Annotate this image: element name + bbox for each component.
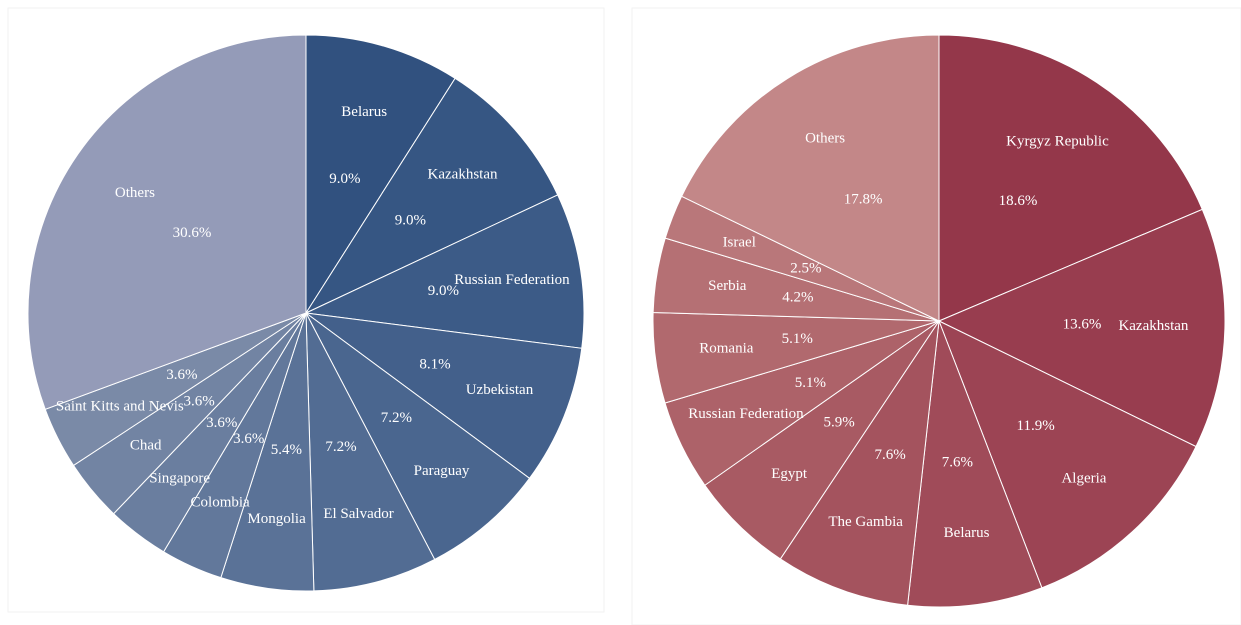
pie-slice	[779, 320, 940, 606]
slice-value-label: 5.1%	[782, 331, 813, 347]
slice-value-label: 5.4%	[271, 442, 302, 458]
slice-label: Chad	[130, 438, 162, 454]
slice-value-label: 7.2%	[325, 439, 356, 455]
slice-label: Algeria	[1061, 471, 1106, 487]
pie-slice	[304, 77, 559, 315]
slice-value-label: 7.2%	[381, 410, 412, 426]
slice-value-label: 30.6%	[173, 225, 212, 241]
slice-value-label: 3.6%	[183, 393, 214, 409]
slice-label: Kyrgyz Republic	[1006, 134, 1109, 150]
slice-label: Belarus	[341, 104, 387, 120]
slice-label: Kazakhstan	[1118, 318, 1188, 334]
slice-label: The Gambia	[828, 514, 903, 530]
pie-slice	[938, 34, 1203, 322]
slice-label: Romania	[699, 340, 753, 356]
pie-slice	[938, 319, 1197, 589]
slice-label: Belarus	[944, 525, 990, 541]
slice-value-label: 9.0%	[395, 213, 426, 229]
slice-label: Serbia	[708, 278, 747, 294]
slice-label: Russian Federation	[688, 406, 804, 422]
slice-label: Israel	[723, 234, 756, 250]
slice-label: Others	[805, 131, 845, 147]
slice-value-label: 9.0%	[428, 283, 459, 299]
slice-label: El Salvador	[323, 506, 393, 522]
pie-slice	[27, 34, 307, 410]
pie-slice	[680, 34, 940, 322]
pie-slice	[907, 320, 1043, 608]
pie-slice	[304, 312, 583, 480]
pie-slice	[305, 312, 531, 561]
slice-value-label: 11.9%	[1017, 418, 1055, 434]
slice-label: Mongolia	[247, 511, 306, 527]
slice-label: Singapore	[149, 470, 210, 486]
slice-value-label: 7.6%	[942, 454, 973, 470]
pie-slice	[305, 312, 436, 592]
slice-value-label: 17.8%	[844, 191, 883, 207]
slice-label: Uzbekistan	[466, 382, 534, 398]
slice-label: Egypt	[771, 466, 808, 482]
slice-value-label: 7.6%	[874, 447, 905, 463]
slice-value-label: 3.6%	[206, 415, 237, 431]
slice-value-label: 3.6%	[166, 367, 197, 383]
slice-value-label: 2.5%	[790, 260, 821, 276]
slice-label: Others	[115, 185, 155, 201]
slice-label: Kazakhstan	[428, 167, 498, 183]
slice-label: Saint Kitts and Nevis	[56, 398, 184, 414]
slice-value-label: 9.0%	[329, 171, 360, 187]
slice-label: Russian Federation	[454, 272, 570, 288]
pie-slice	[305, 34, 456, 315]
slice-value-label: 18.6%	[999, 193, 1038, 209]
slice-value-label: 5.1%	[795, 375, 826, 391]
slice-value-label: 13.6%	[1063, 316, 1102, 332]
slice-value-label: 8.1%	[419, 356, 450, 372]
slice-value-label: 5.9%	[823, 415, 854, 431]
pie-slice	[937, 208, 1226, 448]
slice-label: Colombia	[191, 494, 251, 510]
slice-label: Paraguay	[414, 463, 470, 479]
pie-slice	[304, 194, 585, 349]
slice-value-label: 4.2%	[782, 289, 813, 305]
slice-value-label: 3.6%	[233, 431, 264, 447]
